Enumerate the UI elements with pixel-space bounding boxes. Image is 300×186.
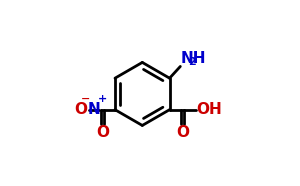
Text: N: N bbox=[88, 102, 101, 117]
Text: 2: 2 bbox=[188, 57, 196, 67]
Text: O: O bbox=[74, 102, 87, 117]
Text: OH: OH bbox=[196, 102, 222, 117]
Text: −: − bbox=[80, 94, 90, 104]
Text: +: + bbox=[98, 94, 107, 104]
Text: NH: NH bbox=[181, 51, 206, 66]
Text: O: O bbox=[96, 125, 109, 140]
Text: O: O bbox=[176, 125, 189, 140]
